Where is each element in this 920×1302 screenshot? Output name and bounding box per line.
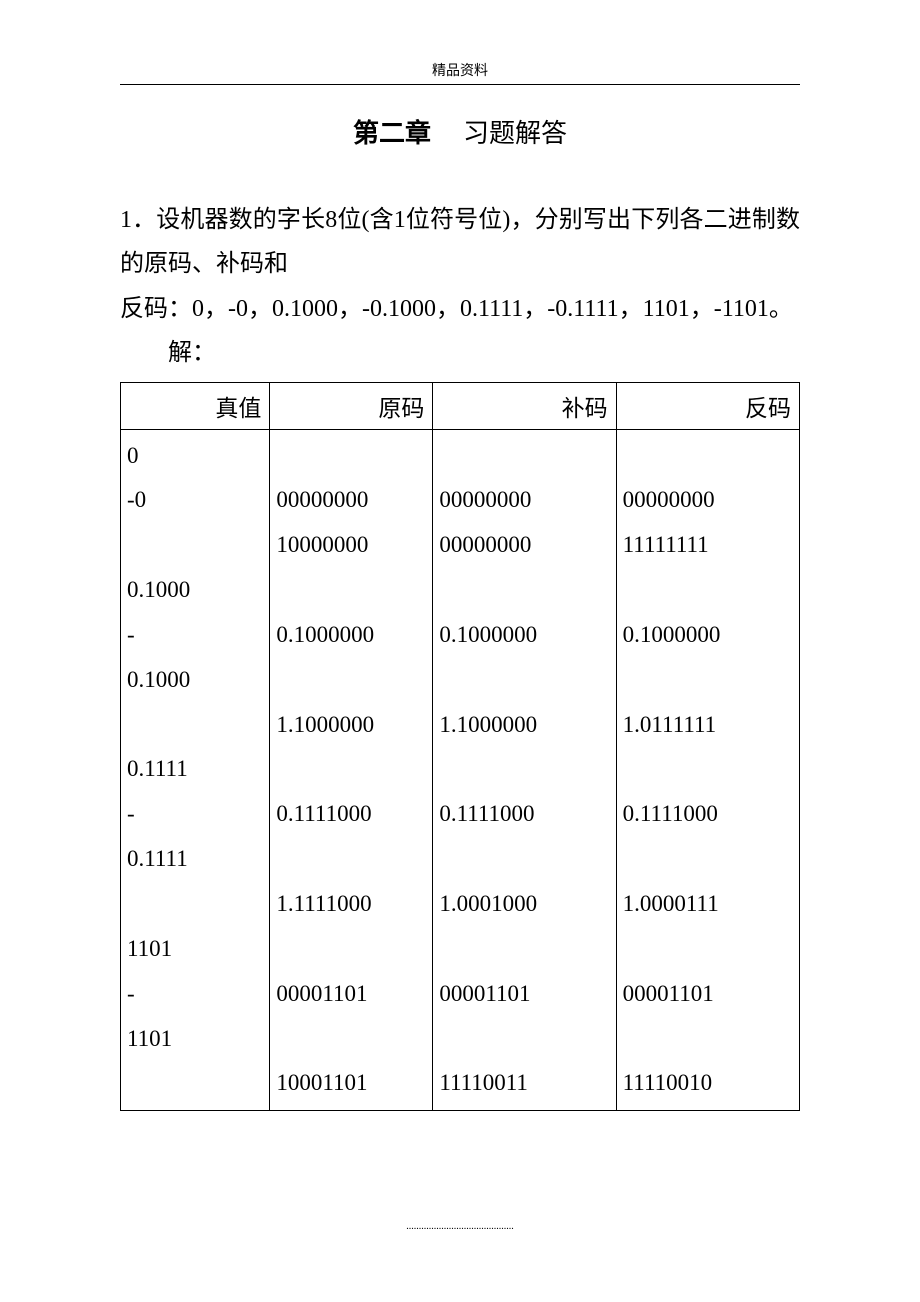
th-original: 原码 bbox=[270, 382, 433, 429]
chapter-number: 第二章 bbox=[353, 119, 431, 148]
chapter-subtitle: 习题解答 bbox=[463, 119, 567, 148]
header-divider bbox=[120, 84, 800, 85]
cell-original: 00000000 10000000 0.1000000 1.1000000 0.… bbox=[276, 434, 426, 1107]
footer-dots: ........................................… bbox=[0, 1221, 920, 1232]
th-complement: 补码 bbox=[433, 382, 616, 429]
cell-inverse: 00000000 11111111 0.1000000 1.0111111 0.… bbox=[623, 434, 793, 1107]
problem-line-1: 1．设机器数的字长8位(含1位符号位)，分别写出下列各二进制数的原码、补码和 bbox=[120, 198, 800, 287]
table-row: 0 -0 0.1000 - 0.1000 0.1111 - 0.1111 110… bbox=[121, 429, 800, 1111]
cell-truevalue: 0 -0 0.1000 - 0.1000 0.1111 - 0.1111 110… bbox=[127, 434, 263, 1062]
header-label: 精品资料 bbox=[120, 60, 800, 80]
cell-complement: 00000000 00000000 0.1000000 1.1000000 0.… bbox=[439, 434, 609, 1107]
table-header-row: 真值 原码 补码 反码 bbox=[121, 382, 800, 429]
answer-label: 解： bbox=[120, 331, 800, 375]
codes-table: 真值 原码 补码 反码 0 -0 0.1000 - 0.1000 0.1111 … bbox=[120, 382, 800, 1112]
chapter-title-row: 第二章 习题解答 bbox=[120, 113, 800, 150]
problem-line-2: 反码：0，-0，0.1000，-0.1000，0.1111，-0.1111，11… bbox=[120, 287, 800, 331]
th-truevalue: 真值 bbox=[121, 382, 270, 429]
th-inverse: 反码 bbox=[616, 382, 799, 429]
